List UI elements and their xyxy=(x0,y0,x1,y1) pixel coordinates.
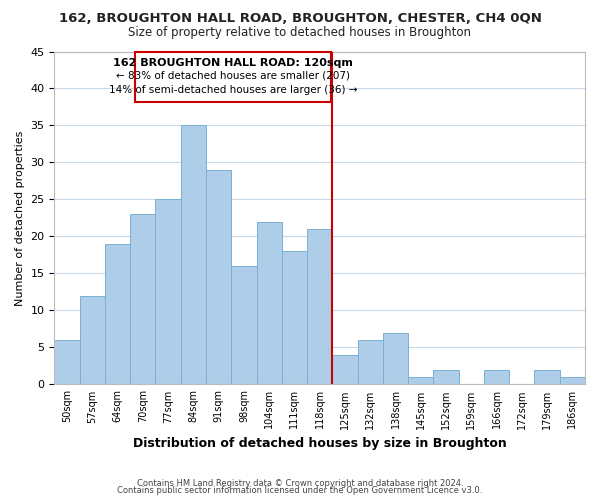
Bar xyxy=(80,296,105,384)
Bar xyxy=(155,200,181,384)
Bar xyxy=(105,244,130,384)
Bar xyxy=(206,170,231,384)
Bar xyxy=(383,332,408,384)
Text: 162, BROUGHTON HALL ROAD, BROUGHTON, CHESTER, CH4 0QN: 162, BROUGHTON HALL ROAD, BROUGHTON, CHE… xyxy=(59,12,541,26)
X-axis label: Distribution of detached houses by size in Broughton: Distribution of detached houses by size … xyxy=(133,437,506,450)
Text: ← 83% of detached houses are smaller (207): ← 83% of detached houses are smaller (20… xyxy=(116,71,350,81)
Text: Size of property relative to detached houses in Broughton: Size of property relative to detached ho… xyxy=(128,26,472,39)
Bar xyxy=(535,370,560,384)
Text: Contains public sector information licensed under the Open Government Licence v3: Contains public sector information licen… xyxy=(118,486,482,495)
Y-axis label: Number of detached properties: Number of detached properties xyxy=(15,130,25,306)
Text: 14% of semi-detached houses are larger (36) →: 14% of semi-detached houses are larger (… xyxy=(109,85,358,95)
Bar xyxy=(282,252,307,384)
Bar xyxy=(130,214,155,384)
Bar xyxy=(484,370,509,384)
Text: 162 BROUGHTON HALL ROAD: 120sqm: 162 BROUGHTON HALL ROAD: 120sqm xyxy=(113,58,353,68)
Text: Contains HM Land Registry data © Crown copyright and database right 2024.: Contains HM Land Registry data © Crown c… xyxy=(137,478,463,488)
Bar xyxy=(55,340,80,384)
FancyBboxPatch shape xyxy=(135,52,331,102)
Bar xyxy=(408,377,433,384)
Bar xyxy=(181,126,206,384)
Bar xyxy=(433,370,458,384)
Bar xyxy=(560,377,585,384)
Bar xyxy=(307,229,332,384)
Bar xyxy=(358,340,383,384)
Bar xyxy=(231,266,257,384)
Bar xyxy=(332,355,358,384)
Bar xyxy=(257,222,282,384)
